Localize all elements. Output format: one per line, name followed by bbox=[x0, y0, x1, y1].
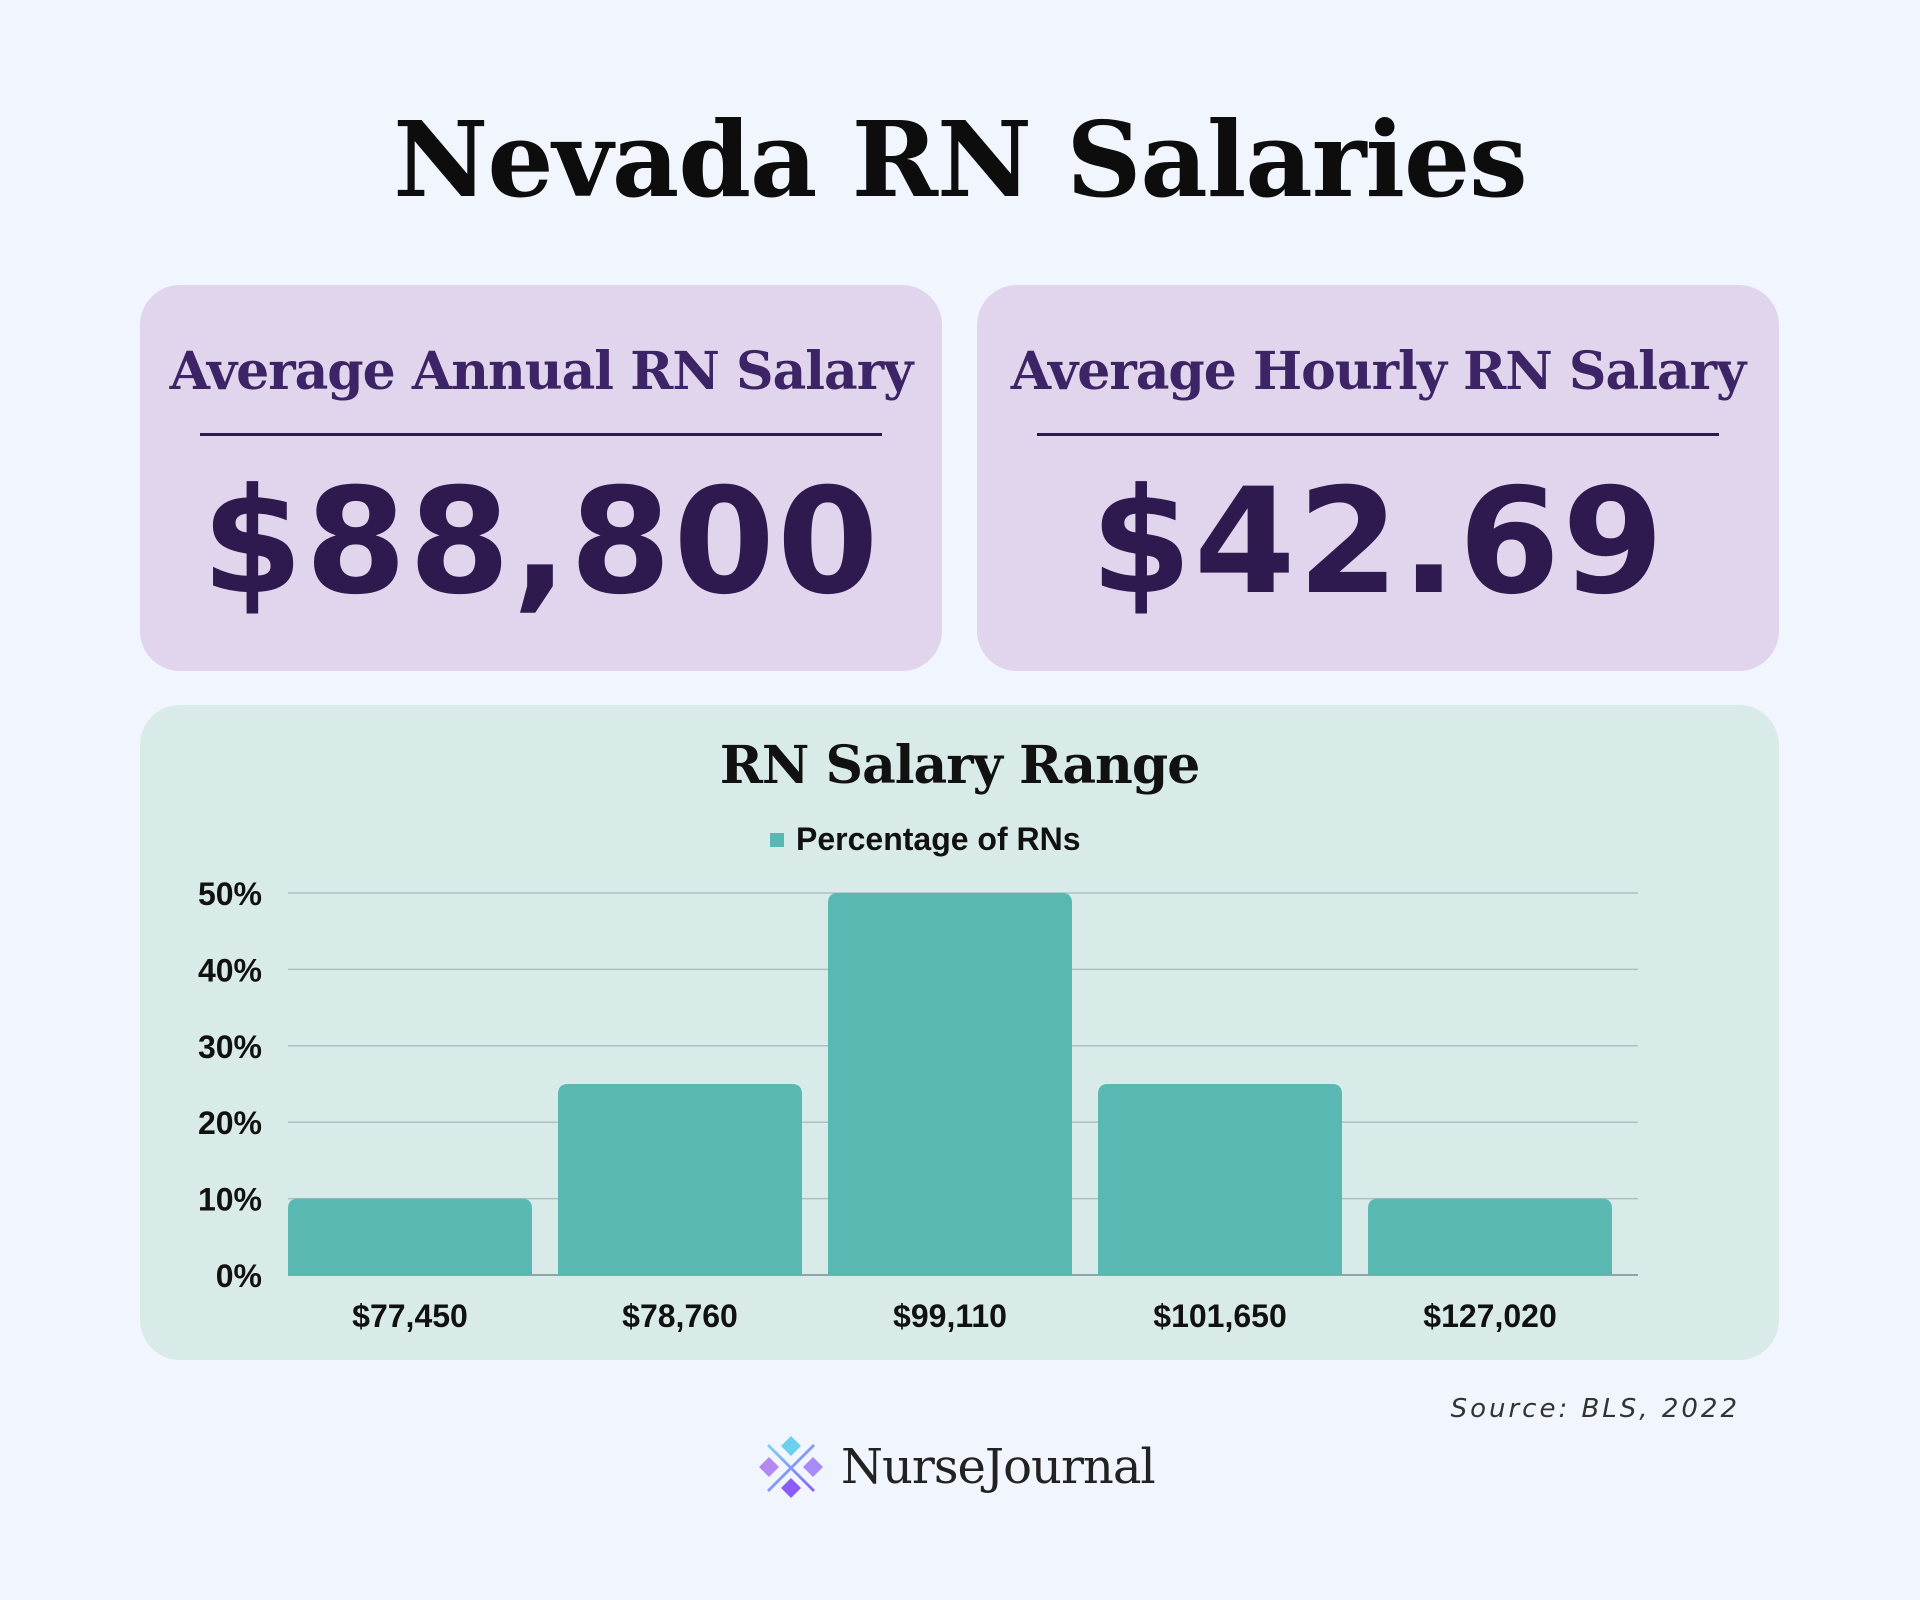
annual-salary-card: Average Annual RN Salary $88,800 bbox=[140, 285, 942, 671]
hourly-salary-divider bbox=[1037, 433, 1719, 436]
salary-range-chart: Percentage of RNs 0% 10% 20% 30% 40% 50% $77,45… bbox=[198, 821, 1638, 1334]
hourly-salary-value: $42.69 bbox=[1090, 457, 1666, 627]
x-tick-label: $78,760 bbox=[622, 1298, 738, 1334]
annual-salary-value: $88,800 bbox=[201, 457, 881, 627]
source-note: Source: BLS, 2022 bbox=[1450, 1394, 1740, 1424]
chart-title: RN Salary Range bbox=[719, 735, 1201, 796]
legend-label: Percentage of RNs bbox=[796, 821, 1081, 857]
bar bbox=[558, 1084, 802, 1275]
annual-salary-divider bbox=[200, 433, 882, 436]
y-tick-label: 20% bbox=[198, 1105, 262, 1141]
y-tick-label: 40% bbox=[198, 952, 262, 988]
brand-name: NurseJournal bbox=[841, 1439, 1156, 1495]
page-title: Nevada RN Salaries bbox=[393, 98, 1527, 221]
hourly-salary-card: Average Hourly RN Salary $42.69 bbox=[977, 285, 1779, 671]
bar bbox=[288, 1198, 532, 1275]
hourly-salary-label: Average Hourly RN Salary bbox=[1010, 341, 1746, 402]
x-tick-label: $101,650 bbox=[1153, 1298, 1286, 1334]
annual-salary-label: Average Annual RN Salary bbox=[169, 341, 914, 402]
x-tick-label: $77,450 bbox=[352, 1298, 468, 1334]
x-tick-label: $127,020 bbox=[1423, 1298, 1556, 1334]
y-tick-label: 0% bbox=[216, 1258, 262, 1294]
bar bbox=[1368, 1198, 1612, 1275]
legend-swatch bbox=[770, 833, 784, 847]
x-tick-label: $99,110 bbox=[893, 1298, 1007, 1334]
y-tick-label: 30% bbox=[198, 1029, 262, 1065]
salary-range-chart-card: RN Salary Range Percentage of RNs 0% 10% 20… bbox=[140, 705, 1779, 1360]
brand-logo: NurseJournal bbox=[755, 1432, 1156, 1502]
nursejournal-logo-icon bbox=[759, 1436, 823, 1498]
y-tick-label: 10% bbox=[198, 1182, 262, 1218]
y-tick-label: 50% bbox=[198, 876, 262, 912]
bar bbox=[1098, 1084, 1342, 1275]
bar bbox=[828, 893, 1072, 1275]
